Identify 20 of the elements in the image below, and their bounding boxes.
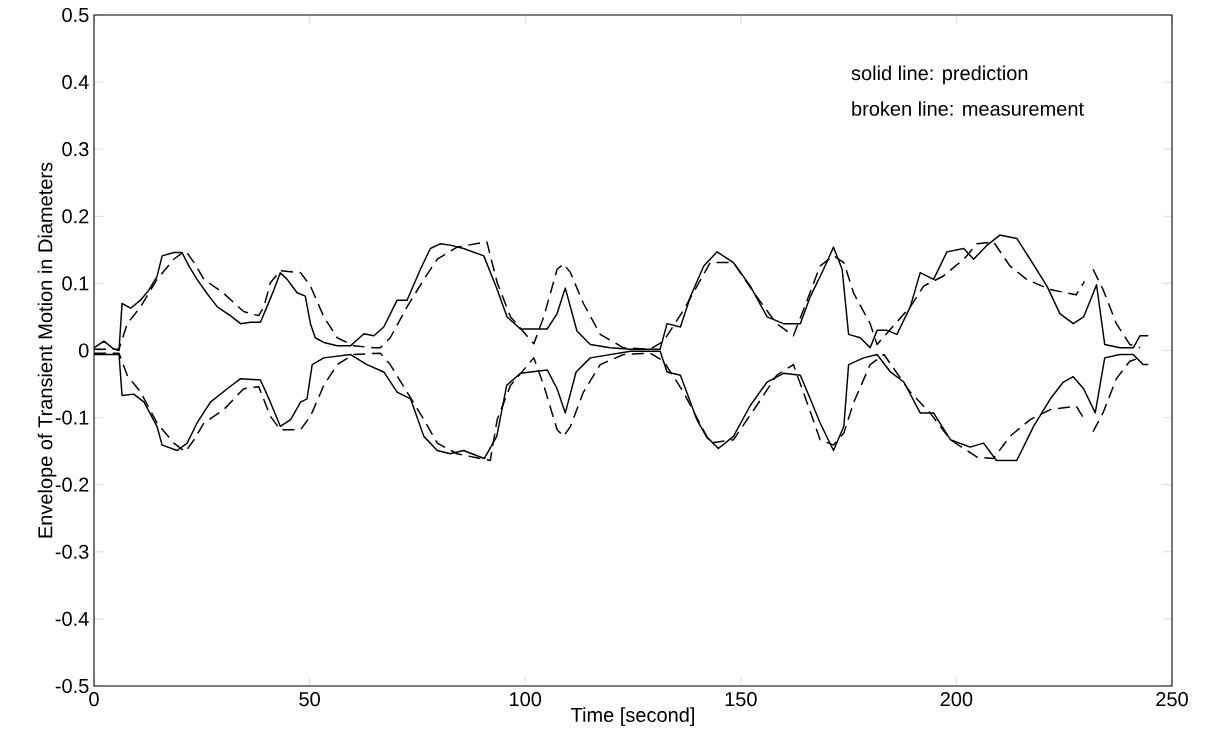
x-tick-label: 50 [299, 692, 320, 707]
y-tick-label: -0.1 [55, 410, 89, 425]
annotation: solid line: prediction [851, 65, 1028, 85]
y-tick-label: 0.2 [62, 209, 89, 224]
y-tick-label: -0.5 [55, 678, 89, 694]
y-tick-label: 0.3 [62, 142, 89, 157]
y-tick-label: 0 [78, 343, 89, 358]
y-tick-label: -0.2 [55, 477, 89, 492]
y-tick-label: -0.4 [55, 611, 89, 626]
y-tick-label: 0.5 [62, 7, 89, 23]
y-tick-label: -0.3 [55, 544, 89, 559]
x-tick-label: 100 [510, 692, 542, 707]
x-tick-label: 250 [1156, 692, 1188, 707]
y-tick-label: 0.1 [62, 276, 89, 291]
x-tick-label: 0 [89, 692, 99, 707]
x-tick-label: 150 [725, 692, 757, 707]
annotation: broken line: measurement [852, 101, 1084, 116]
x-tick-label: 200 [940, 692, 973, 707]
x-axis-title: Time [second] [571, 707, 694, 726]
y-tick-label: 0.4 [62, 75, 89, 90]
